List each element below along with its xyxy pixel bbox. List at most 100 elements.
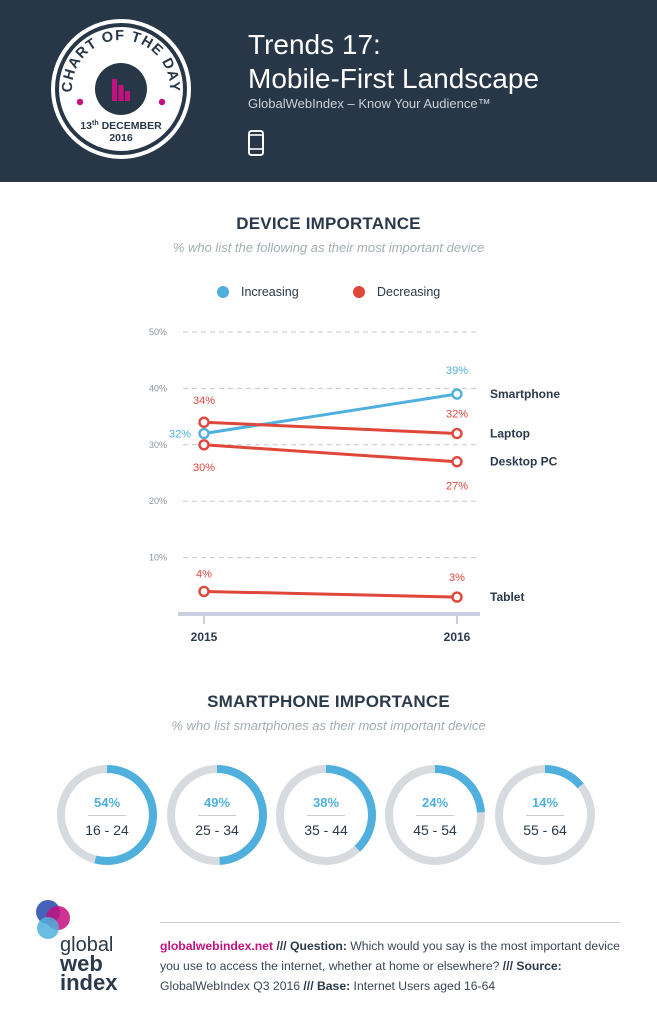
donut-ring <box>57 765 157 865</box>
series-name-smartphone: Smartphone <box>490 387 560 401</box>
legend-decreasing-dot <box>353 286 365 298</box>
point-laptop-2016 <box>451 427 463 440</box>
series-name-laptop: Laptop <box>490 427 530 441</box>
donut-divider <box>526 815 564 816</box>
device-importance-subtitle: % who list the following as their most i… <box>172 240 485 255</box>
donut-value-arc <box>495 765 595 865</box>
data-label-desktop-pc-2016: 27% <box>446 481 468 493</box>
series-line-smartphone <box>203 392 458 436</box>
chart-of-the-day-badge: CHART OF THE DAY 13th DECEMBER 2016 <box>51 19 191 159</box>
donut-16-24: 54% 16 - 24 <box>52 760 162 870</box>
donut-25-34: 49% 25 - 34 <box>162 760 272 870</box>
series-line-tablet <box>203 589 458 599</box>
donut-ring <box>385 765 485 865</box>
badge-day: 13 <box>80 120 92 132</box>
footer-sep-3: /// <box>300 979 317 993</box>
x-tick-label: 2015 <box>191 630 218 644</box>
legend-decreasing: Decreasing <box>353 285 440 299</box>
page-title: Trends 17: Mobile-First Landscape <box>248 28 539 96</box>
donut-age-label: 35 - 44 <box>304 822 348 838</box>
donut-ring <box>167 765 267 865</box>
donut-value-arc <box>276 765 376 865</box>
donut-value-arc <box>57 765 157 865</box>
logo-word-web: web <box>60 951 103 976</box>
donut-percent-label: 38% <box>312 795 340 810</box>
y-tick-label: 40% <box>149 383 167 393</box>
donut-divider <box>416 815 454 816</box>
donut-age-label: 45 - 54 <box>413 822 457 838</box>
badge-year: 2016 <box>109 132 133 144</box>
device-importance-line-chart: 10% 20% 30% 40% 50% 2015 2016 32% 39% Smartphone 3… <box>149 327 560 644</box>
donut-percent-label: 54% <box>93 795 121 810</box>
badge-month: DECEMBER <box>102 120 163 132</box>
data-label-laptop-2016: 32% <box>446 409 468 421</box>
donut-55-64: 14% 55 - 64 <box>490 760 600 870</box>
donut-divider <box>88 815 126 816</box>
y-tick-label: 20% <box>149 496 167 506</box>
footer-sep-2: /// <box>499 959 517 973</box>
donut-value-arc <box>385 765 485 865</box>
data-label-smartphone-2016: 39% <box>446 365 468 377</box>
x-tick-label: 2016 <box>444 630 471 644</box>
footer-base-label: Base: <box>316 979 351 993</box>
point-tablet-2015 <box>198 585 210 598</box>
y-tick-label: 30% <box>149 440 167 450</box>
footer-sep-1: /// <box>273 939 291 953</box>
smartphone-importance-donuts: 54% 16 - 24 49% 25 - 34 38% 35 - 44 24% 45 - 54… <box>0 760 657 880</box>
donut-45-54: 24% 45 - 54 <box>380 760 490 870</box>
donut-value-arc <box>167 765 267 865</box>
point-smartphone-2015 <box>198 427 210 440</box>
donut-percent-label: 14% <box>531 795 559 810</box>
point-tablet-2016 <box>451 591 463 603</box>
x-axis-baseline <box>178 612 480 616</box>
title-line-2: Mobile-First Landscape <box>248 63 540 94</box>
series-name-desktop-pc: Desktop PC <box>490 455 558 469</box>
smartphone-importance-subtitle: % who list smartphones as their most imp… <box>171 718 486 733</box>
logo-word-global: global <box>60 934 114 956</box>
globalwebindex-logo <box>36 900 70 939</box>
device-importance-title: DEVICE IMPORTANCE <box>236 214 421 233</box>
data-label-tablet-2015: 4% <box>196 568 212 580</box>
donut-percent-label: 24% <box>421 795 449 810</box>
legend-increasing-dot <box>217 286 229 298</box>
data-label-tablet-2016: 3% <box>449 572 465 584</box>
donut-ring <box>495 765 595 865</box>
footer-base-text: Internet Users aged 16-64 <box>350 979 496 993</box>
title-line-1: Trends 17: <box>248 29 381 60</box>
donut-ring <box>276 765 376 865</box>
series-line-desktop-pc <box>203 443 458 464</box>
donut-35-44: 38% 35 - 44 <box>271 760 381 870</box>
donut-divider <box>198 815 236 816</box>
donut-age-label: 25 - 34 <box>195 822 239 838</box>
point-desktop-pc-2015 <box>198 439 210 451</box>
y-tick-label: 10% <box>149 553 167 563</box>
data-label-laptop-2015: 34% <box>193 395 215 407</box>
footer-question-text: Which would you say is the most importan… <box>160 939 620 973</box>
logo-word-index: index <box>60 970 118 995</box>
y-tick-label: 50% <box>149 327 167 337</box>
footer-source-text: GlobalWebIndex Q3 2016 <box>160 979 301 993</box>
smartphone-importance-title: SMARTPHONE IMPORTANCE <box>207 692 450 711</box>
footer-divider <box>160 922 620 923</box>
badge-day-suffix: th <box>92 120 99 127</box>
point-laptop-2015 <box>198 416 210 428</box>
chart-legend: Increasing Decreasing <box>0 285 657 305</box>
legend-decreasing-label: Decreasing <box>377 285 441 299</box>
header-banner: CHART OF THE DAY 13th DECEMBER 2016 Trend… <box>0 0 657 182</box>
donut-divider <box>307 815 345 816</box>
point-smartphone-2016 <box>451 388 463 400</box>
footer-question-label: Question: <box>290 939 347 953</box>
series-name-tablet: Tablet <box>490 590 524 604</box>
donut-age-label: 55 - 64 <box>523 822 567 838</box>
header-subtitle: GlobalWebIndex – Know Your Audience™ <box>248 96 491 111</box>
data-label-smartphone-2015: 32% <box>169 429 191 441</box>
smartphone-icon <box>248 130 264 156</box>
footer-source-label: Source: <box>516 959 562 973</box>
footer-site-link[interactable]: globalwebindex.net <box>160 939 274 953</box>
data-label-desktop-pc-2015: 30% <box>193 462 215 474</box>
footer-notes: globalwebindex.net /// Question: Which w… <box>160 936 622 996</box>
legend-increasing: Increasing <box>217 285 299 299</box>
legend-increasing-label: Increasing <box>241 285 299 299</box>
donut-age-label: 16 - 24 <box>85 822 129 838</box>
